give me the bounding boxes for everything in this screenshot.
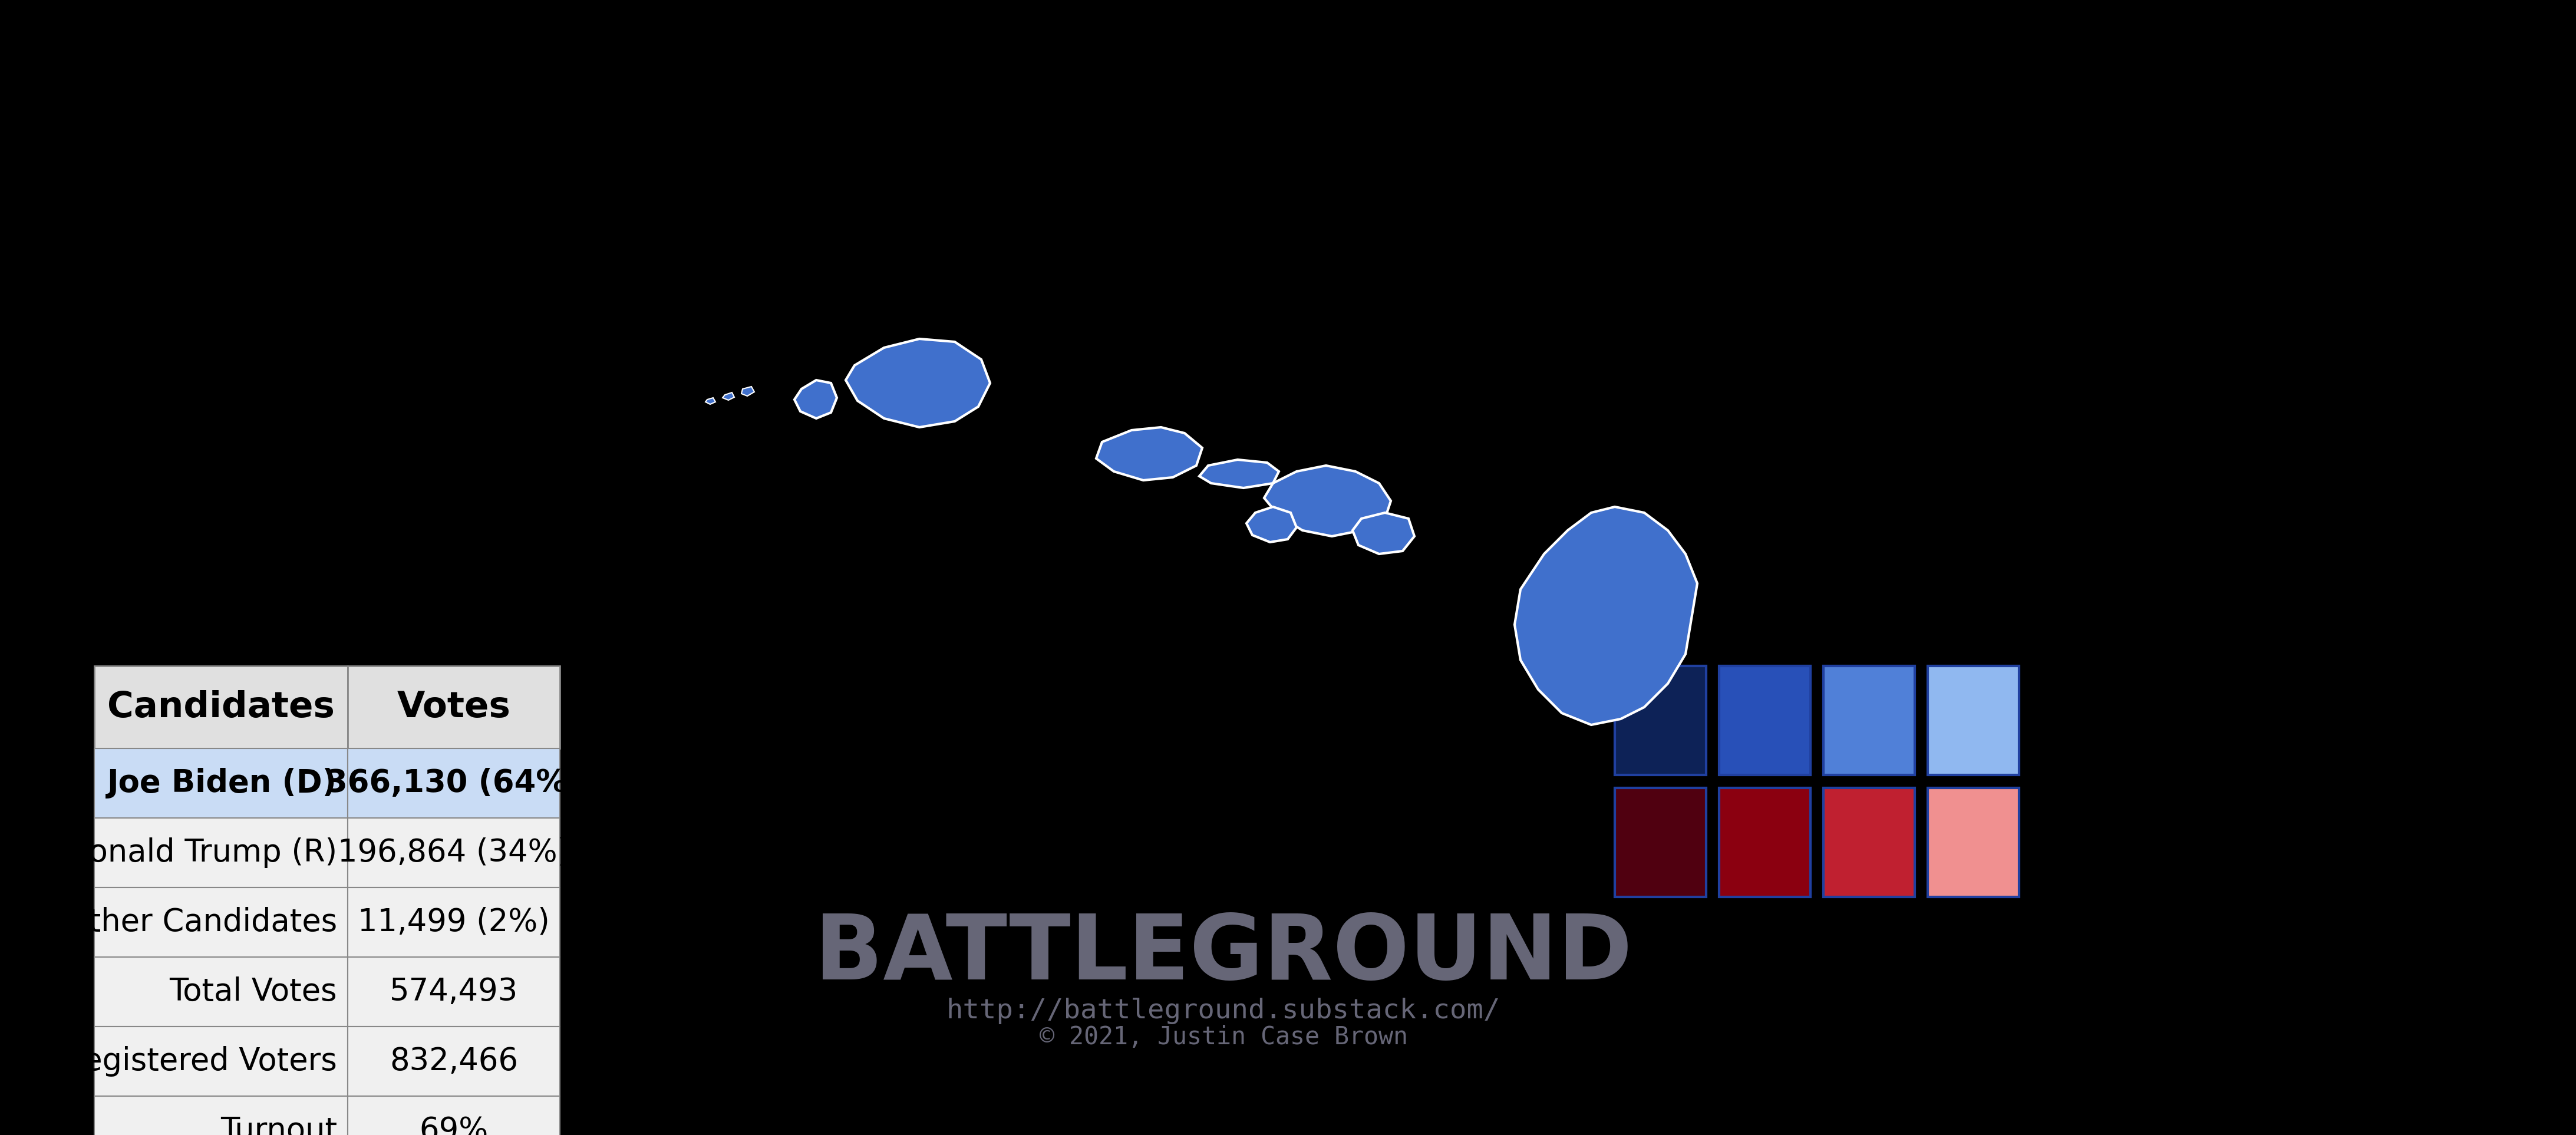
Text: http://battleground.substack.com/: http://battleground.substack.com/	[945, 998, 1502, 1024]
Text: Candidates: Candidates	[108, 690, 335, 724]
Text: © 2021, Justin Case Brown: © 2021, Justin Case Brown	[1041, 1025, 1406, 1050]
FancyBboxPatch shape	[95, 818, 348, 888]
FancyBboxPatch shape	[1927, 788, 2020, 897]
FancyBboxPatch shape	[1927, 666, 2020, 775]
Text: Registered Voters: Registered Voters	[64, 1046, 337, 1077]
Text: Other Candidates: Other Candidates	[64, 907, 337, 938]
Polygon shape	[1097, 427, 1203, 480]
Polygon shape	[845, 339, 989, 427]
Text: 196,864 (34%): 196,864 (34%)	[337, 838, 569, 868]
FancyBboxPatch shape	[95, 1096, 348, 1135]
Polygon shape	[793, 380, 837, 419]
Text: 366,130 (64%): 366,130 (64%)	[327, 768, 582, 799]
Text: BATTLEGROUND: BATTLEGROUND	[814, 910, 1633, 999]
Polygon shape	[1265, 465, 1391, 536]
FancyBboxPatch shape	[1824, 666, 1914, 775]
Polygon shape	[1515, 507, 1698, 725]
Polygon shape	[742, 387, 755, 396]
FancyBboxPatch shape	[95, 888, 348, 957]
Text: Turnout: Turnout	[222, 1116, 337, 1135]
Polygon shape	[1200, 460, 1278, 488]
FancyBboxPatch shape	[95, 957, 348, 1026]
FancyBboxPatch shape	[1718, 666, 1811, 775]
FancyBboxPatch shape	[95, 1026, 348, 1096]
FancyBboxPatch shape	[95, 748, 348, 818]
FancyBboxPatch shape	[348, 818, 559, 888]
FancyBboxPatch shape	[348, 1096, 559, 1135]
FancyBboxPatch shape	[348, 666, 559, 748]
FancyBboxPatch shape	[348, 748, 559, 818]
Polygon shape	[721, 393, 734, 401]
Polygon shape	[1352, 513, 1414, 554]
FancyBboxPatch shape	[95, 666, 348, 748]
Text: 11,499 (2%): 11,499 (2%)	[358, 907, 549, 938]
Text: Donald Trump (R): Donald Trump (R)	[64, 838, 337, 868]
FancyBboxPatch shape	[348, 1026, 559, 1096]
Text: 574,493: 574,493	[389, 976, 518, 1007]
FancyBboxPatch shape	[1718, 788, 1811, 897]
Text: 832,466: 832,466	[389, 1046, 518, 1077]
Text: 69%: 69%	[420, 1116, 489, 1135]
Polygon shape	[1247, 507, 1296, 543]
Text: Total Votes: Total Votes	[170, 976, 337, 1007]
Polygon shape	[706, 397, 716, 404]
FancyBboxPatch shape	[348, 888, 559, 957]
FancyBboxPatch shape	[1824, 788, 1914, 897]
FancyBboxPatch shape	[1615, 788, 1705, 897]
Text: Joe Biden (D): Joe Biden (D)	[108, 768, 337, 799]
FancyBboxPatch shape	[1615, 666, 1705, 775]
FancyBboxPatch shape	[348, 957, 559, 1026]
Text: Votes: Votes	[397, 690, 510, 724]
